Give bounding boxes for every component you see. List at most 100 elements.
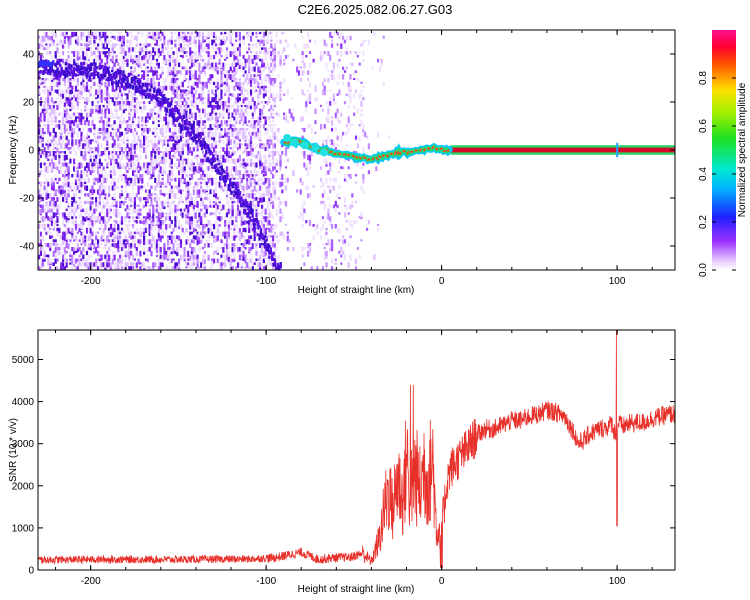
speckle-cell [190, 55, 194, 59]
speckle-cell [342, 74, 345, 80]
speckle-cell [331, 162, 334, 167]
speckle-cell [257, 31, 260, 37]
speckle-cell [190, 62, 194, 68]
speckle-cell [240, 108, 243, 115]
speckle-cell [89, 200, 92, 206]
speckle-cell [65, 239, 68, 243]
speckle-cell [244, 166, 247, 170]
speckle-cell [222, 39, 225, 45]
speckle-cell [82, 51, 85, 57]
speckle-cell [155, 101, 159, 106]
speckle-cell [76, 204, 79, 210]
speckle-cell [67, 204, 70, 208]
speckle-cell [259, 66, 262, 70]
speckle-cell [143, 70, 146, 75]
speckle-cell [242, 235, 245, 239]
speckle-cell [202, 170, 205, 176]
speckle-cell [65, 108, 68, 115]
speckle-cell [49, 89, 52, 95]
speckle-cell [266, 200, 269, 205]
speckle-cell [56, 212, 59, 215]
speckle-cell [150, 66, 153, 72]
speckle-cell [78, 112, 81, 116]
speckle-cell [196, 223, 199, 227]
speckle-cell [91, 85, 94, 89]
speckle-cell [165, 58, 168, 65]
speckle-cell [78, 162, 81, 167]
speckle-cell [73, 112, 76, 116]
speckle-cell [332, 62, 335, 68]
speckle-cell [225, 131, 229, 137]
speckle-cell [135, 55, 138, 58]
speckle-cell [170, 166, 173, 169]
speckle-cell [126, 250, 129, 255]
speckle-cell [275, 158, 278, 163]
speckle-cell [231, 197, 234, 200]
speckle-cell [43, 250, 46, 255]
speckle-cell [229, 104, 232, 109]
speckle-cell [172, 258, 175, 261]
speckle-cell [71, 220, 74, 225]
speckle-cell [270, 70, 273, 73]
speckle-cell [227, 154, 230, 158]
speckle-cell [124, 108, 127, 111]
speckle-cell [259, 135, 262, 140]
speckle-cell [273, 231, 276, 236]
speckle-cell [207, 104, 210, 108]
speckle-cell [155, 116, 159, 121]
speckle-cell [43, 101, 46, 105]
speckle-cell [120, 154, 124, 161]
speckle-cell [89, 197, 92, 200]
speckle-cell [242, 55, 245, 60]
speckle-cell [128, 181, 131, 187]
speckle-cell [185, 101, 188, 106]
speckle-cell [144, 200, 148, 207]
speckle-cell [275, 208, 278, 213]
speckle-cell [113, 120, 116, 125]
speckle-cell [135, 143, 138, 146]
speckle-cell [71, 51, 74, 54]
speckle-cell [167, 212, 170, 218]
speckle-cell [220, 204, 223, 210]
speckle-cell [200, 55, 203, 58]
speckle-cell [303, 247, 306, 250]
speckle-cell [93, 35, 96, 40]
speckle-cell [148, 55, 151, 60]
speckle-cell [144, 258, 148, 261]
speckle-cell [104, 170, 107, 174]
speckle-cell [200, 197, 203, 201]
speckle-cell [187, 104, 190, 108]
speckle-cell [154, 135, 157, 138]
speckle-cell [349, 51, 352, 54]
speckle-cell [264, 85, 267, 89]
speckle-cell [39, 193, 42, 198]
speckle-cell [347, 120, 350, 124]
speckle-cell [54, 147, 57, 150]
speckle-cell [174, 93, 177, 98]
speckle-cell [117, 231, 120, 237]
speckle-cell [194, 262, 197, 265]
speckle-cell [303, 154, 306, 159]
speckle-cell [343, 204, 347, 208]
speckle-cell [205, 81, 208, 88]
speckle-cell [255, 78, 258, 83]
speckle-cell [216, 204, 219, 210]
speckle-cell [179, 151, 183, 156]
speckle-cell [168, 250, 171, 255]
speckle-cell [198, 154, 201, 160]
speckle-cell [231, 235, 234, 241]
speckle-cell [98, 204, 101, 208]
speckle-cell [71, 85, 74, 91]
speckle-cell [194, 220, 197, 224]
speckle-cell [207, 62, 210, 66]
speckle-cell [222, 185, 225, 189]
speckle-cell [205, 166, 208, 170]
speckle-cell [74, 85, 78, 91]
speckle-cell [262, 216, 265, 220]
speckle-cell [214, 93, 218, 99]
speckle-cell [120, 58, 124, 63]
speckle-cell [150, 58, 153, 65]
speckle-cell [218, 262, 221, 267]
speckle-cell [167, 254, 170, 259]
speckle-cell [281, 181, 284, 187]
